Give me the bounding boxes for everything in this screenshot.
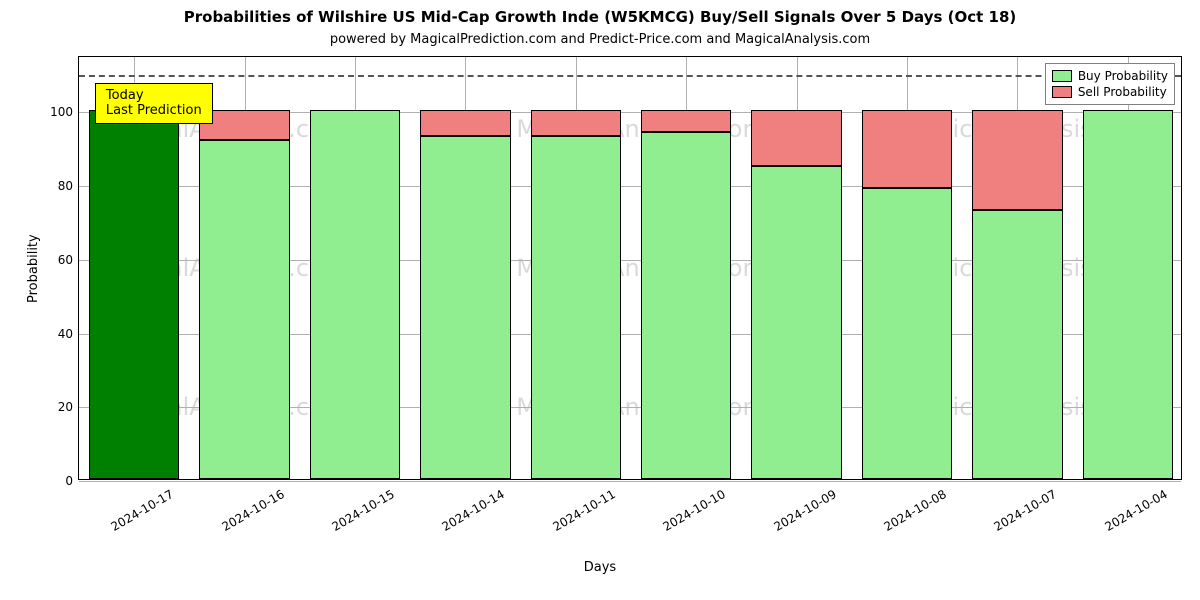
- xtick-label: 2024-10-04: [1102, 487, 1169, 534]
- bar-buy: [862, 188, 953, 479]
- bar-sell: [972, 110, 1063, 210]
- bar-group: [1083, 110, 1174, 479]
- bar-group: [972, 110, 1063, 479]
- bar-group: [199, 110, 290, 479]
- xtick-label: 2024-10-08: [881, 487, 948, 534]
- xtick-label: 2024-10-15: [329, 487, 396, 534]
- legend-swatch: [1052, 70, 1072, 82]
- bar-buy: [420, 136, 511, 479]
- bar-buy: [531, 136, 622, 479]
- gridline-horizontal: [79, 481, 1181, 482]
- legend-item: Sell Probability: [1052, 84, 1168, 100]
- callout-line: Today: [106, 88, 202, 104]
- ytick-label: 100: [50, 105, 73, 119]
- y-axis-label: Probability: [26, 234, 41, 303]
- bar-sell: [641, 110, 732, 132]
- today-callout: TodayLast Prediction: [95, 83, 213, 124]
- bar-group: [89, 110, 180, 479]
- bar-buy: [751, 166, 842, 479]
- chart-title: Probabilities of Wilshire US Mid-Cap Gro…: [0, 8, 1200, 26]
- bar-buy: [641, 132, 732, 479]
- bar-group: [641, 110, 732, 479]
- bar-group: [310, 110, 401, 479]
- ytick-label: 0: [65, 474, 73, 488]
- bar-group: [751, 110, 842, 479]
- bar-buy: [199, 140, 290, 479]
- bar-buy: [972, 210, 1063, 479]
- bar-sell: [199, 110, 290, 139]
- chart-subtitle: powered by MagicalPrediction.com and Pre…: [0, 32, 1200, 47]
- bar-buy: [1083, 110, 1174, 479]
- ytick-label: 40: [58, 327, 73, 341]
- xtick-label: 2024-10-07: [992, 487, 1059, 534]
- bar-group: [420, 110, 511, 479]
- bar-buy: [89, 110, 180, 479]
- threshold-line: [79, 75, 1181, 77]
- x-axis-label: Days: [0, 560, 1200, 575]
- xtick-label: 2024-10-09: [771, 487, 838, 534]
- ytick-label: 20: [58, 400, 73, 414]
- xtick-label: 2024-10-10: [661, 487, 728, 534]
- legend: Buy Probability Sell Probability: [1045, 63, 1175, 105]
- ytick-label: 60: [58, 253, 73, 267]
- bar-group: [531, 110, 622, 479]
- ytick-label: 80: [58, 179, 73, 193]
- bar-buy: [310, 110, 401, 479]
- legend-label: Sell Probability: [1078, 85, 1167, 99]
- xtick-label: 2024-10-16: [219, 487, 286, 534]
- bar-sell: [420, 110, 511, 136]
- xtick-label: 2024-10-11: [550, 487, 617, 534]
- bar-group: [862, 110, 953, 479]
- bar-sell: [862, 110, 953, 187]
- xtick-label: 2024-10-17: [109, 487, 176, 534]
- bar-sell: [751, 110, 842, 165]
- legend-swatch: [1052, 86, 1072, 98]
- bar-sell: [531, 110, 622, 136]
- legend-item: Buy Probability: [1052, 68, 1168, 84]
- figure: Probabilities of Wilshire US Mid-Cap Gro…: [0, 0, 1200, 600]
- plot-area: MagicalAnalysis.comMagicalAnalysis.comMa…: [78, 56, 1182, 480]
- legend-label: Buy Probability: [1078, 69, 1168, 83]
- xtick-label: 2024-10-14: [440, 487, 507, 534]
- callout-line: Last Prediction: [106, 103, 202, 119]
